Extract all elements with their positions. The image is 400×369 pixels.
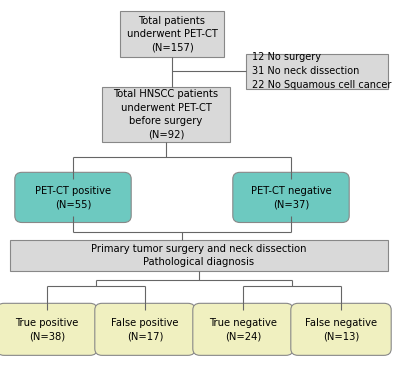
Text: 12 No surgery
31 No neck dissection
22 No Squamous cell cancer: 12 No surgery 31 No neck dissection 22 N… xyxy=(252,52,391,90)
Text: False positive
(N=17): False positive (N=17) xyxy=(111,318,179,341)
FancyBboxPatch shape xyxy=(102,87,230,142)
Text: PET-CT negative
(N=37): PET-CT negative (N=37) xyxy=(251,186,331,209)
Text: False negative
(N=13): False negative (N=13) xyxy=(305,318,377,341)
FancyBboxPatch shape xyxy=(246,54,388,89)
Text: True negative
(N=24): True negative (N=24) xyxy=(209,318,277,341)
FancyBboxPatch shape xyxy=(15,172,131,223)
FancyBboxPatch shape xyxy=(10,240,388,271)
Text: Total patients
underwent PET-CT
(N=157): Total patients underwent PET-CT (N=157) xyxy=(126,15,218,53)
FancyBboxPatch shape xyxy=(95,303,195,355)
FancyBboxPatch shape xyxy=(291,303,391,355)
FancyBboxPatch shape xyxy=(233,172,349,223)
Text: Primary tumor surgery and neck dissection
Pathological diagnosis: Primary tumor surgery and neck dissectio… xyxy=(91,244,307,267)
FancyBboxPatch shape xyxy=(0,303,97,355)
FancyBboxPatch shape xyxy=(120,11,224,57)
FancyBboxPatch shape xyxy=(193,303,293,355)
Text: PET-CT positive
(N=55): PET-CT positive (N=55) xyxy=(35,186,111,209)
Text: True positive
(N=38): True positive (N=38) xyxy=(15,318,79,341)
Text: Total HNSCC patients
underwent PET-CT
before surgery
(N=92): Total HNSCC patients underwent PET-CT be… xyxy=(114,89,218,140)
